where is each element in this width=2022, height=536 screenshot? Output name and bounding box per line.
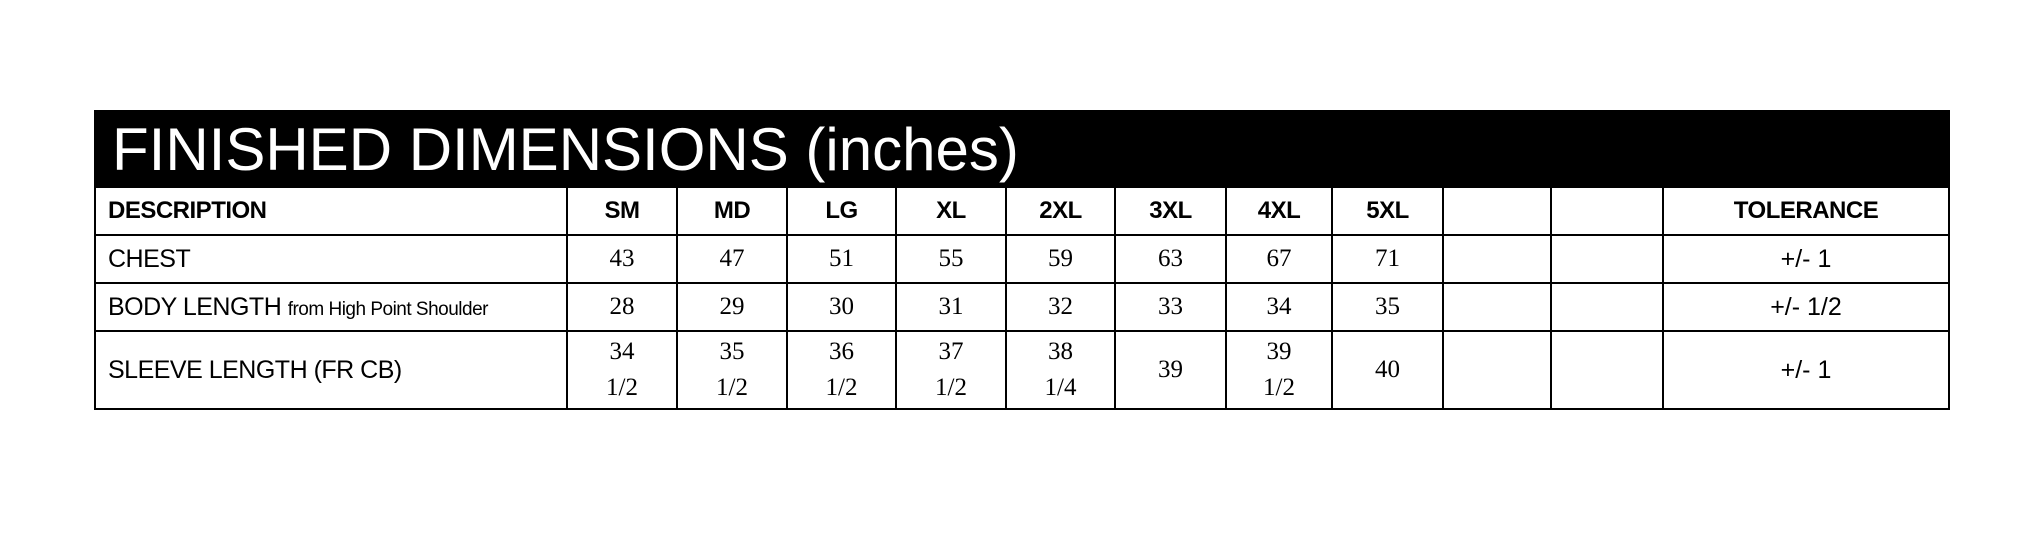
header-size-3xl: 3XL	[1114, 186, 1227, 236]
header-size-lg: LG	[786, 186, 897, 236]
value-cell	[1442, 282, 1552, 332]
value-cell	[1550, 282, 1664, 332]
tolerance-cell: +/- 1	[1662, 234, 1948, 284]
value-cell: 39	[1114, 330, 1227, 408]
value-whole: 33	[1158, 293, 1183, 320]
value-cell: 40	[1331, 330, 1444, 408]
row-label: SLEEVE LENGTH (FR CB)	[108, 356, 402, 384]
value-whole: 39	[1158, 356, 1183, 383]
value-whole: 37	[938, 338, 964, 365]
value-cell: 67	[1225, 234, 1333, 284]
value-cell: 55	[895, 234, 1007, 284]
value-fraction: 1/4	[1044, 374, 1077, 401]
value-cell: 59	[1005, 234, 1116, 284]
value-cell: 33	[1114, 282, 1227, 332]
value-whole: 63	[1158, 245, 1183, 272]
table-title: FINISHED DIMENSIONS (inches)	[96, 112, 1948, 186]
header-size-xl: XL	[895, 186, 1007, 236]
header-size-4xl: 4XL	[1225, 186, 1333, 236]
value-cell: 29	[676, 282, 788, 332]
value-cell: 31	[895, 282, 1007, 332]
value-cell: 63	[1114, 234, 1227, 284]
value-cell: 35	[1331, 282, 1444, 332]
row-description: BODY LENGTH from High Point Shoulder	[96, 282, 568, 332]
value-cell: 51	[786, 234, 897, 284]
value-whole: 34	[1266, 293, 1292, 320]
row-label: CHEST	[108, 244, 191, 273]
value-whole: 28	[609, 293, 635, 320]
header-size-md: MD	[676, 186, 788, 236]
value-whole: 36	[829, 338, 854, 365]
value-whole: 55	[938, 245, 964, 272]
value-whole: 51	[829, 245, 854, 272]
value-cell: 32	[1005, 282, 1116, 332]
value-whole: 40	[1375, 356, 1400, 383]
value-whole: 59	[1048, 245, 1073, 272]
value-fraction: 1/2	[935, 374, 967, 401]
header-row: DESCRIPTION SM MD LG XL 2XL 3XL 4XL 5XL TOLERANCE	[96, 186, 1948, 236]
value-cell: 43	[566, 234, 678, 284]
value-cell: 36 1/2	[786, 330, 897, 408]
value-whole: 32	[1048, 293, 1073, 320]
value-whole: 30	[829, 293, 854, 320]
header-size-sm: SM	[566, 186, 678, 236]
value-whole: 29	[719, 293, 745, 320]
table-row: SLEEVE LENGTH (FR CB) 34 1/2 35 1/2 36 1/2 37 1/…	[96, 330, 1948, 408]
table-row: BODY LENGTH from High Point Shoulder 28 29…	[96, 282, 1948, 332]
row-sublabel: from High Point Shoulder	[287, 298, 489, 320]
row-label: BODY LENGTH	[108, 292, 282, 321]
value-fraction: 1/2	[1263, 374, 1295, 401]
header-size-5xl: 5XL	[1331, 186, 1444, 236]
value-whole: 71	[1375, 245, 1400, 272]
finished-dimensions-table: FINISHED DIMENSIONS (inches) DESCRIPTION…	[94, 110, 1950, 410]
table-row: CHEST 43 47 51 55 59 63 67 71 +/- 1	[96, 234, 1948, 284]
value-cell: 37 1/2	[895, 330, 1007, 408]
value-cell: 34 1/2	[566, 330, 678, 408]
value-whole: 67	[1266, 245, 1292, 272]
value-fraction: 1/2	[606, 374, 638, 401]
value-fraction: 1/2	[716, 374, 748, 401]
value-cell	[1550, 234, 1664, 284]
value-whole: 34	[609, 338, 635, 365]
tolerance-cell: +/- 1	[1662, 330, 1948, 408]
row-description: CHEST	[96, 234, 568, 284]
header-description: DESCRIPTION	[96, 186, 568, 236]
value-whole: 43	[609, 245, 635, 272]
value-whole: 31	[938, 293, 964, 320]
value-whole: 35	[1375, 293, 1400, 320]
value-cell: 30	[786, 282, 897, 332]
value-cell: 39 1/2	[1225, 330, 1333, 408]
header-size-2xl: 2XL	[1005, 186, 1116, 236]
value-cell	[1550, 330, 1664, 408]
value-fraction: 1/2	[825, 374, 858, 401]
value-cell: 35 1/2	[676, 330, 788, 408]
dimensions-grid: DESCRIPTION SM MD LG XL 2XL 3XL 4XL 5XL TOLERANCE…	[96, 186, 1948, 408]
value-cell: 38 1/4	[1005, 330, 1116, 408]
value-cell	[1442, 234, 1552, 284]
value-whole: 38	[1048, 338, 1073, 365]
row-description: SLEEVE LENGTH (FR CB)	[96, 330, 568, 408]
header-size-blank	[1550, 186, 1664, 236]
value-cell: 28	[566, 282, 678, 332]
header-size-blank	[1442, 186, 1552, 236]
header-tolerance: TOLERANCE	[1662, 186, 1948, 236]
value-cell: 34	[1225, 282, 1333, 332]
value-whole: 35	[719, 338, 745, 365]
value-whole: 47	[719, 245, 745, 272]
tolerance-cell: +/- 1/2	[1662, 282, 1948, 332]
value-whole: 39	[1266, 338, 1292, 365]
value-cell: 71	[1331, 234, 1444, 284]
value-cell: 47	[676, 234, 788, 284]
value-cell	[1442, 330, 1552, 408]
